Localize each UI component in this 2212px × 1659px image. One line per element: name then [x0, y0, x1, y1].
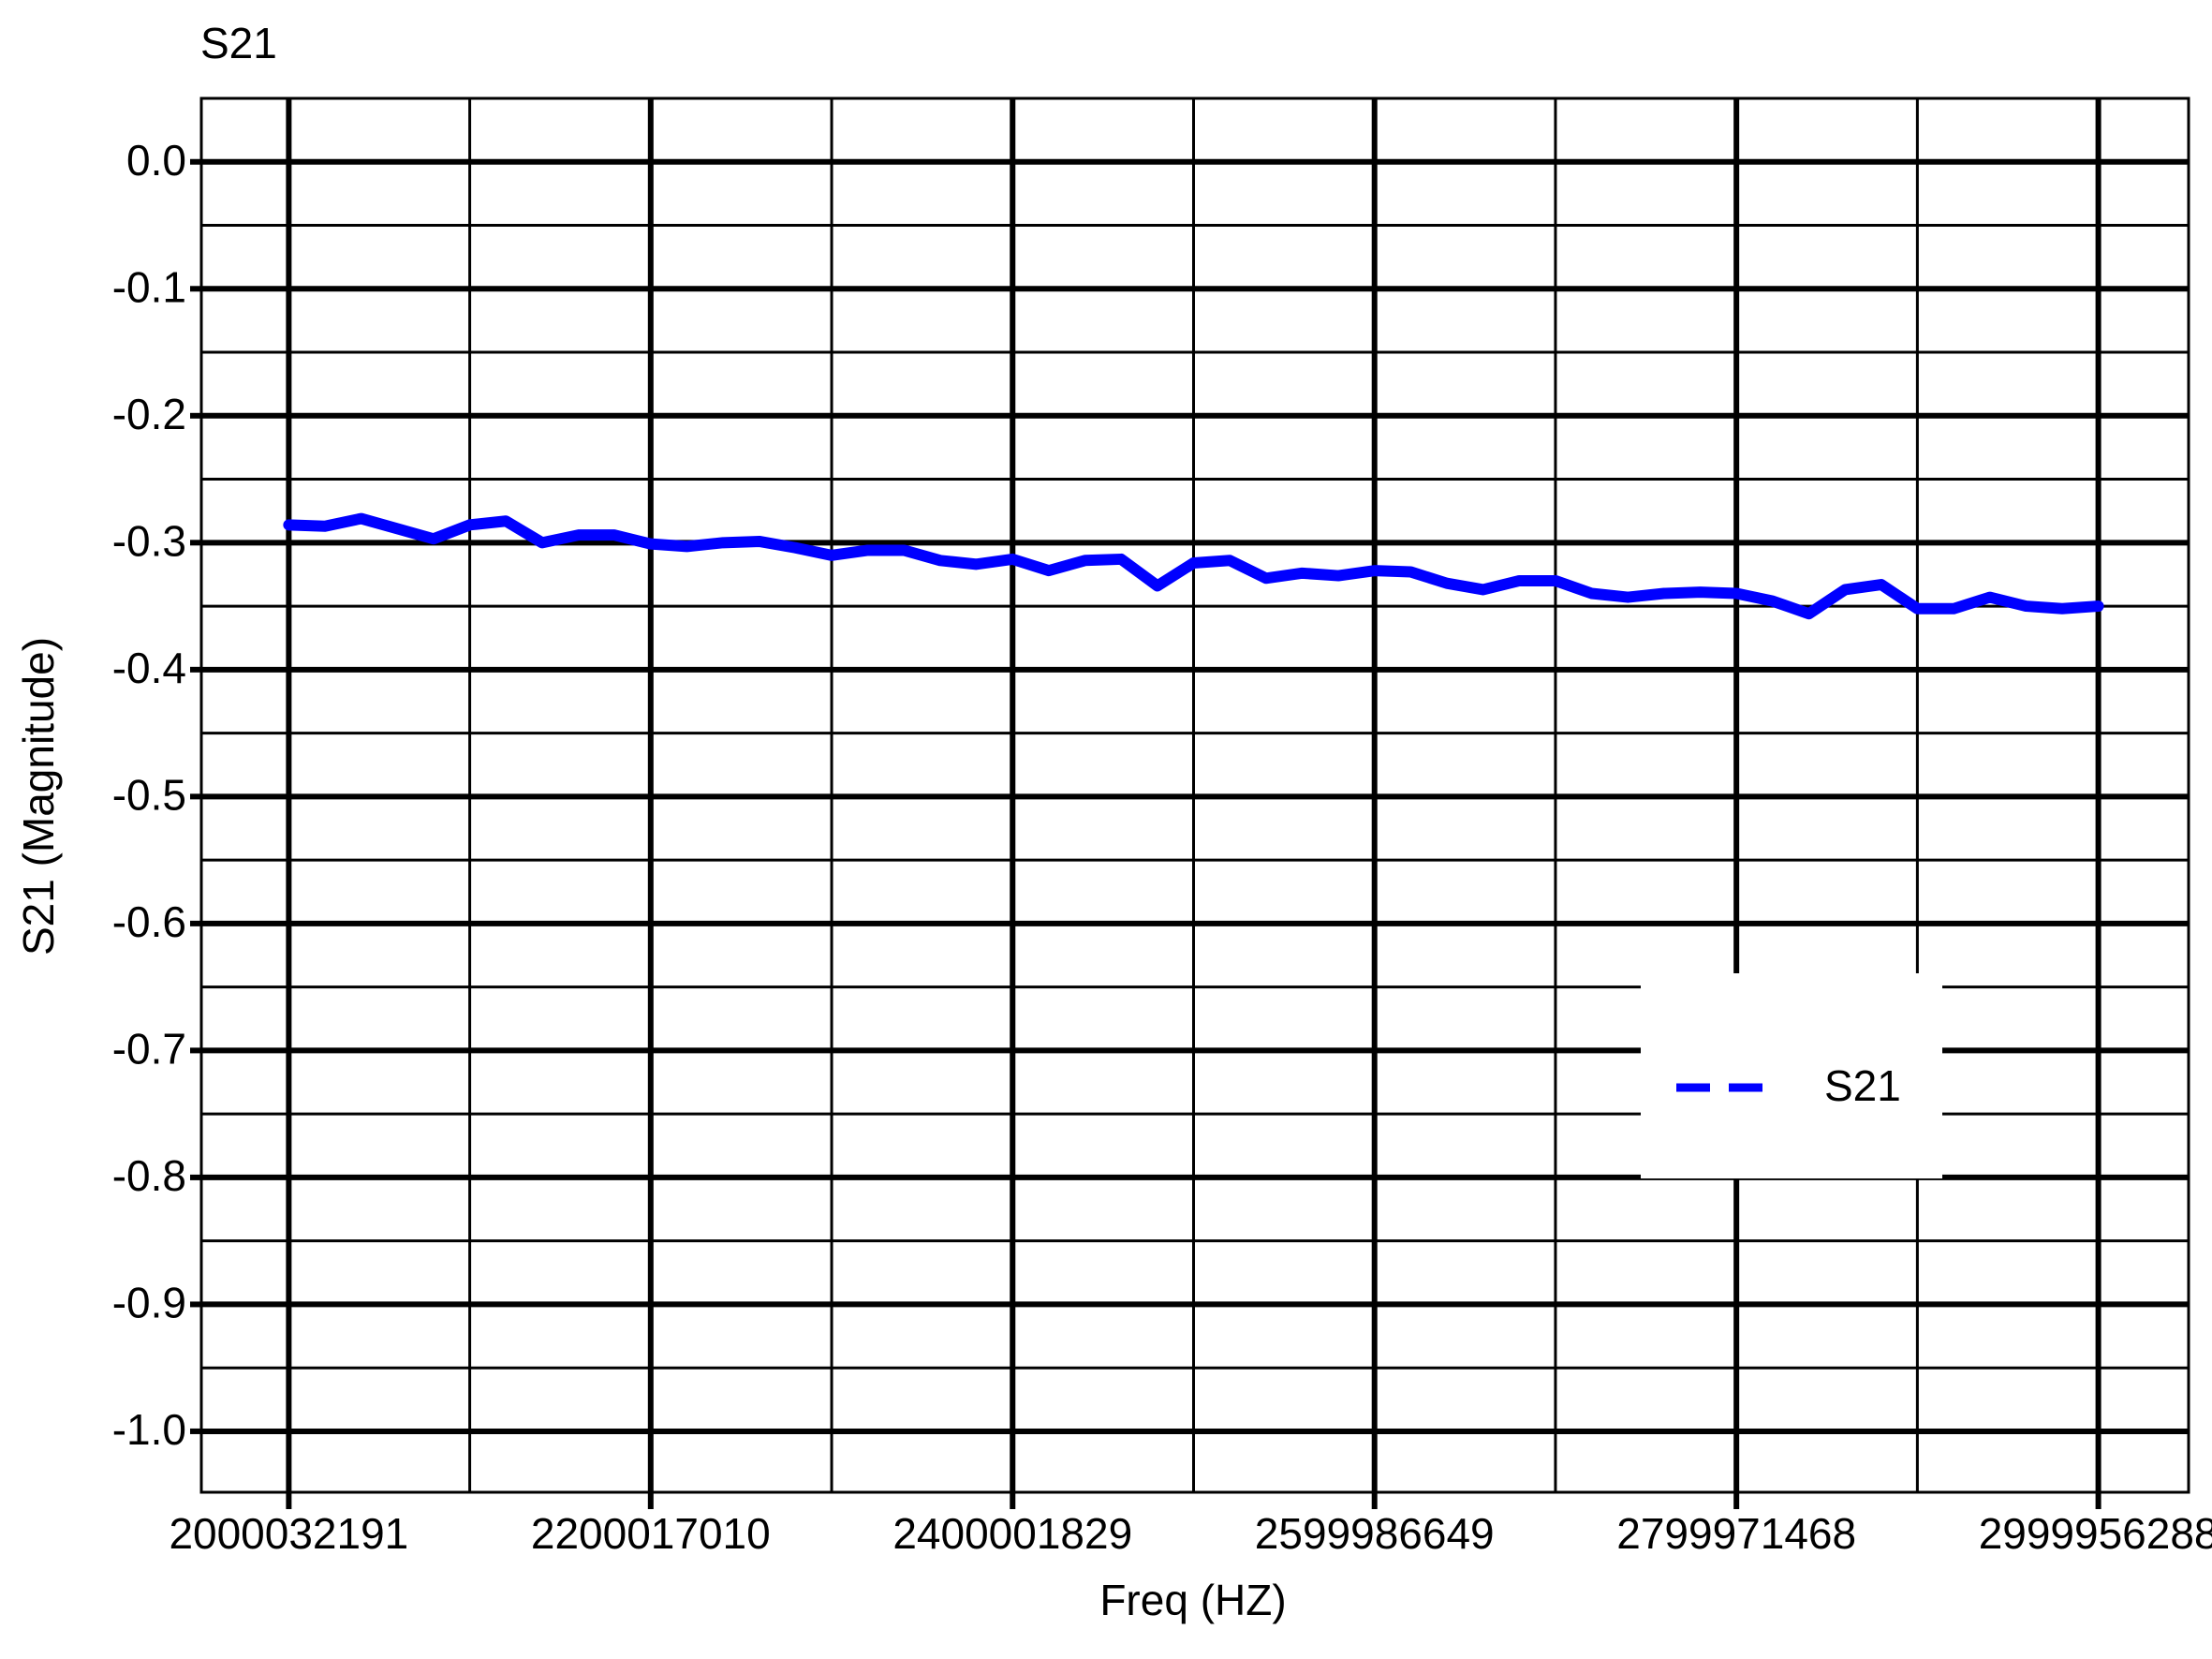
y-tick-label: -0.8 [112, 1151, 186, 1200]
x-tick-label: 2599986649 [1255, 1509, 1495, 1558]
y-tick-label: -0.4 [112, 644, 186, 692]
y-axis-label: S21 (Magnitude) [14, 637, 63, 955]
x-tick-label: 2400001829 [892, 1509, 1132, 1558]
y-tick-label: -0.3 [112, 516, 186, 565]
y-tick-label: -0.7 [112, 1025, 186, 1074]
y-tick-label: -0.2 [112, 390, 186, 438]
legend-box [1641, 973, 1942, 1178]
legend-label: S21 [1824, 1061, 1901, 1110]
plot-frame [199, 96, 2190, 1494]
y-tick-label: -0.9 [112, 1279, 186, 1327]
y-tick-label: -0.6 [112, 897, 186, 946]
chart-title: S21 [200, 19, 277, 67]
x-axis-label: Freq (HZ) [1099, 1576, 1286, 1624]
y-tick-label: 0.0 [126, 136, 186, 185]
y-tick-label: -1.0 [112, 1405, 186, 1454]
x-tick-label: 2000032191 [169, 1509, 408, 1558]
x-tick-label: 2799971468 [1616, 1509, 1856, 1558]
x-tick-label: 2999956288 [1979, 1509, 2212, 1558]
y-tick-label: -0.1 [112, 262, 186, 311]
y-tick-label: -0.5 [112, 771, 186, 820]
data-line [283, 512, 2104, 620]
x-tick-label: 2200017010 [531, 1509, 771, 1558]
